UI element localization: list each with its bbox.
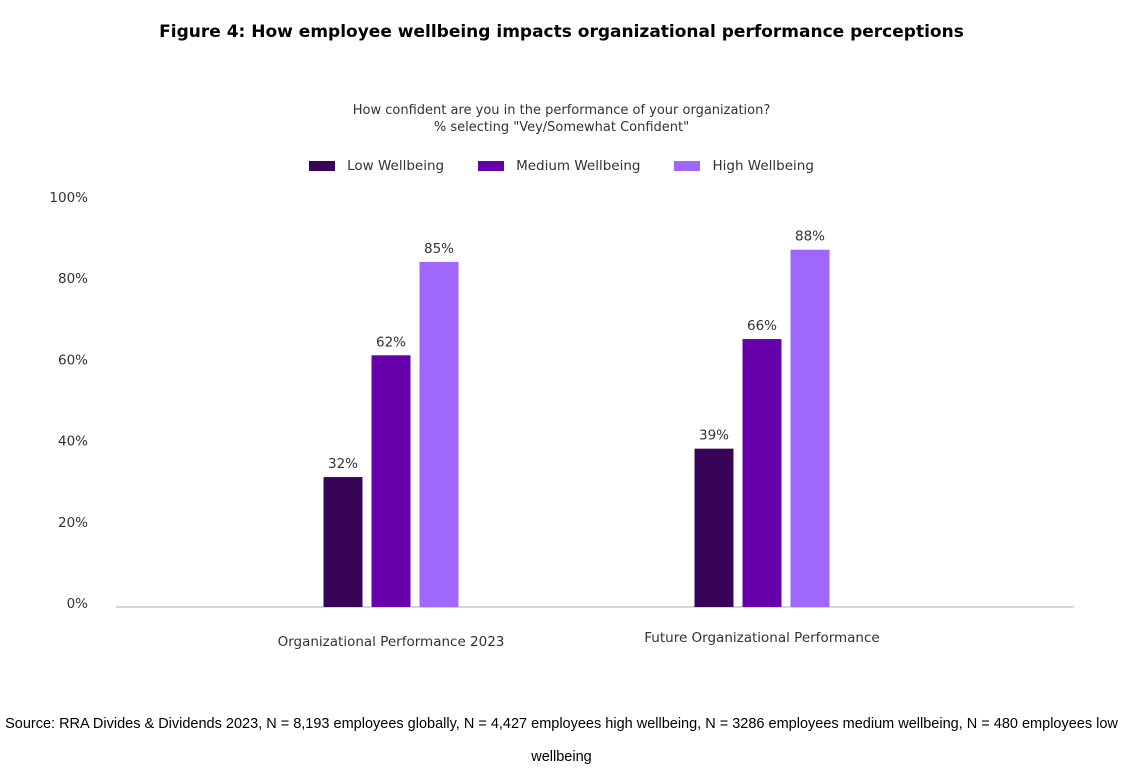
data-label: 32% <box>328 456 358 472</box>
bar-low-wellbeing <box>323 477 363 607</box>
bar-high-wellbeing <box>419 261 459 607</box>
chart-subtitle: How confident are you in the performance… <box>0 102 1123 136</box>
legend-item-medium: Medium Wellbeing <box>478 158 640 174</box>
legend-item-high: High Wellbeing <box>674 158 814 174</box>
legend-swatch <box>478 161 505 171</box>
bar-medium-wellbeing <box>371 355 411 607</box>
subtitle-line: % selecting "Vey/Somewhat Confident" <box>433 120 690 135</box>
legend: Low Wellbeing Medium Wellbeing High Well… <box>0 158 1123 174</box>
legend-item-low: Low Wellbeing <box>309 158 444 174</box>
data-label: 88% <box>795 229 825 245</box>
chart-title: Figure 4: How employee wellbeing impacts… <box>159 22 964 42</box>
y-tick-label: 80% <box>58 271 88 287</box>
bar-chart: 0% 20% 40% 60% 80% 100% Organizational Perform… <box>49 190 1074 650</box>
legend-label: Medium Wellbeing <box>516 158 641 174</box>
legend-swatch <box>674 161 701 171</box>
data-label: 39% <box>699 428 729 444</box>
y-tick-label: 60% <box>58 352 88 368</box>
data-label: 85% <box>424 241 454 257</box>
y-tick-label: 20% <box>58 515 88 531</box>
legend-swatch <box>309 161 336 171</box>
x-category-label: Organizational Performance 2023 <box>278 634 505 650</box>
data-label: 66% <box>747 318 777 334</box>
data-label: 62% <box>376 334 406 350</box>
legend-label: High Wellbeing <box>712 158 814 174</box>
y-tick-label: 0% <box>67 596 89 612</box>
legend-label: Low Wellbeing <box>347 158 445 174</box>
y-tick-label: 40% <box>58 434 88 450</box>
y-tick-label: 100% <box>49 190 88 206</box>
bar-low-wellbeing <box>694 448 734 607</box>
x-category-label: Future Organizational Performance <box>644 630 879 646</box>
bar-high-wellbeing <box>790 249 830 607</box>
bar-medium-wellbeing <box>742 339 782 607</box>
source-note: Source: RRA Divides & Dividends 2023, N … <box>5 716 1118 765</box>
subtitle-line: How confident are you in the performance… <box>352 103 771 118</box>
